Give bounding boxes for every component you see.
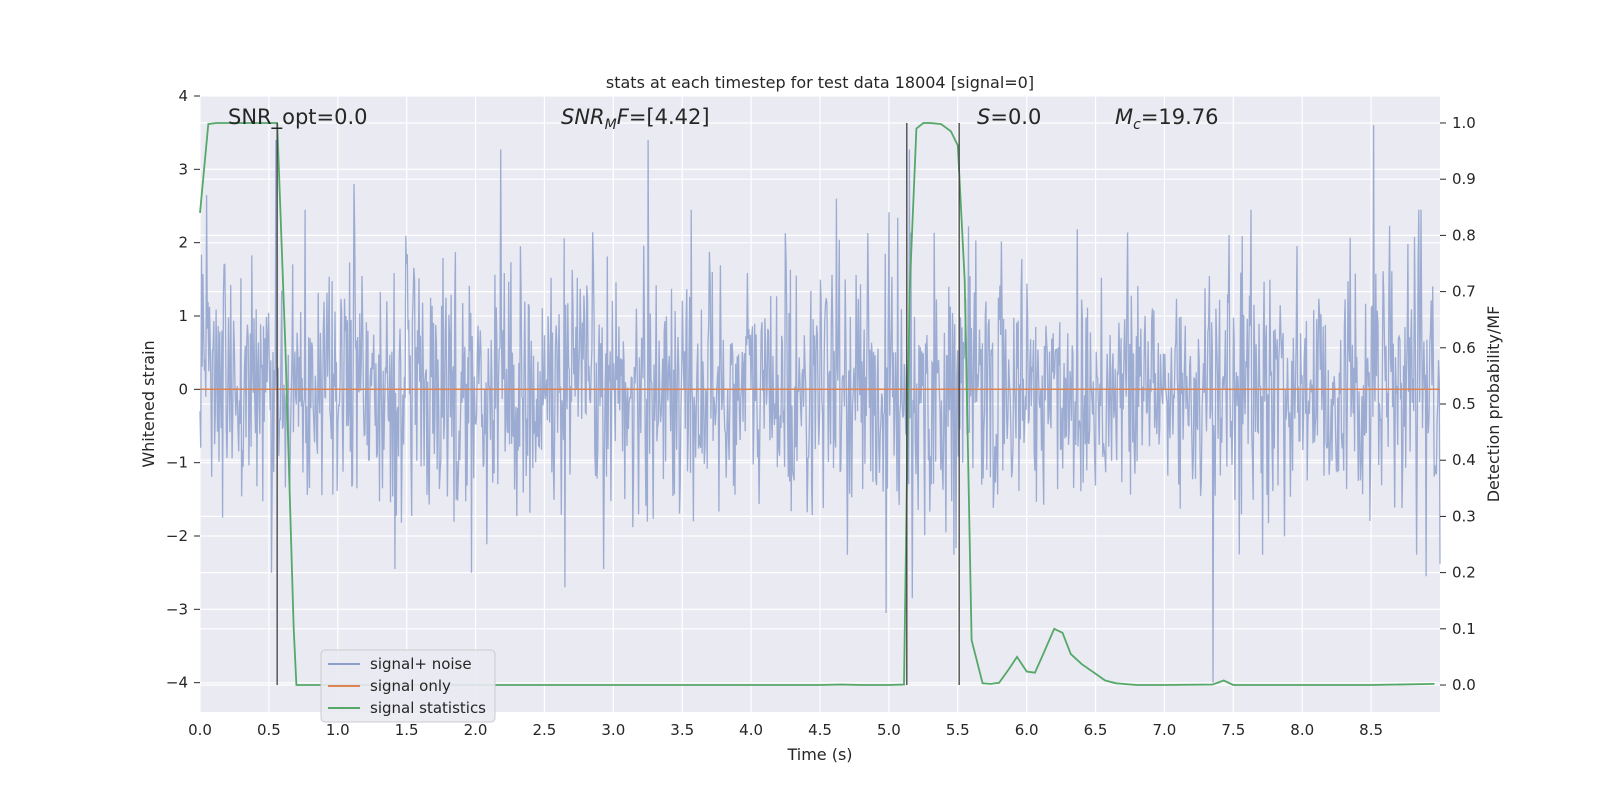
y-tick-label: −3 — [166, 600, 188, 618]
x-tick-label: 8.5 — [1359, 721, 1383, 739]
chart-title: stats at each timestep for test data 180… — [606, 73, 1034, 92]
legend-label: signal statistics — [370, 699, 486, 717]
x-tick-label: 1.0 — [326, 721, 350, 739]
y-tick-label: 0 — [178, 380, 188, 398]
annotation-mc: Mc=19.76 — [1115, 105, 1219, 133]
x-tick-label: 0.0 — [188, 721, 212, 739]
x-tick-label: 4.5 — [808, 721, 832, 739]
legend-label: signal+ noise — [370, 655, 472, 673]
x-tick-label: 3.5 — [670, 721, 694, 739]
x-tick-label: 1.5 — [395, 721, 419, 739]
y-axis-label: Whitened strain — [139, 340, 158, 467]
y2-tick-label: 0.9 — [1452, 170, 1476, 188]
x-tick-label: 7.5 — [1221, 721, 1245, 739]
x-tick-label: 6.0 — [1015, 721, 1039, 739]
x-tick-label: 2.0 — [464, 721, 488, 739]
x-tick-label: 3.0 — [601, 721, 625, 739]
y-tick-label: −4 — [166, 674, 188, 692]
y2-axis-label: Detection probability/MF — [1484, 306, 1503, 503]
x-tick-label: 4.0 — [739, 721, 763, 739]
y2-tick-label: 0.8 — [1452, 226, 1476, 244]
y2-tick-label: 0.3 — [1452, 507, 1476, 525]
y-tick-label: 3 — [178, 160, 188, 178]
y-tick-label: −2 — [166, 527, 188, 545]
y2-tick-label: 0.1 — [1452, 620, 1476, 638]
x-tick-label: 0.5 — [257, 721, 281, 739]
annotation-snr-mf: SNRMF=[4.42] — [561, 105, 710, 133]
x-tick-label: 5.0 — [877, 721, 901, 739]
y2-tick-label: 0.5 — [1452, 395, 1476, 413]
x-axis-label: Time (s) — [786, 745, 852, 764]
x-tick-label: 2.5 — [533, 721, 557, 739]
y2-tick-label: 0.0 — [1452, 676, 1476, 694]
legend-box — [320, 649, 496, 723]
y-tick-label: 1 — [178, 307, 188, 325]
x-tick-label: 7.0 — [1153, 721, 1177, 739]
y2-tick-label: 1.0 — [1452, 114, 1476, 132]
y-tick-label: 4 — [178, 87, 188, 105]
y2-tick-label: 0.6 — [1452, 339, 1476, 357]
y2-tick-label: 0.2 — [1452, 564, 1476, 582]
annotation-s: S=0.0 — [977, 105, 1041, 129]
x-tick-label: 6.5 — [1084, 721, 1108, 739]
annotation-snr-opt: SNR_opt=0.0 — [228, 105, 368, 130]
y-tick-label: 2 — [178, 234, 188, 252]
y2-tick-label: 0.7 — [1452, 283, 1476, 301]
legend-label: signal only — [370, 677, 451, 695]
series-signal-statistics-line — [199, 122, 1435, 686]
y-tick-label: −1 — [166, 454, 188, 472]
y2-tick-label: 0.4 — [1452, 451, 1476, 469]
x-tick-label: 8.0 — [1290, 721, 1314, 739]
series-signal-noise-line — [199, 125, 1441, 683]
x-tick-label: 5.5 — [946, 721, 970, 739]
